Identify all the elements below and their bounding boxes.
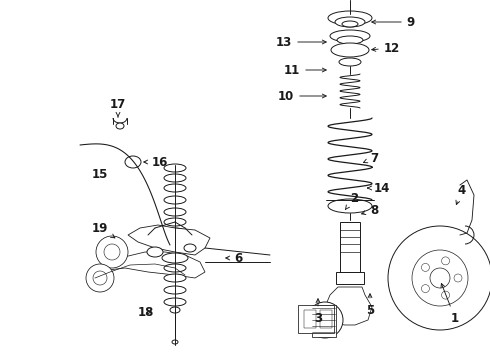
- Ellipse shape: [116, 123, 124, 129]
- Ellipse shape: [328, 199, 372, 213]
- Ellipse shape: [330, 30, 370, 42]
- Bar: [312, 305, 336, 337]
- Ellipse shape: [170, 307, 180, 313]
- Polygon shape: [105, 252, 205, 278]
- Bar: [340, 222, 360, 272]
- Circle shape: [454, 274, 462, 282]
- Circle shape: [421, 264, 429, 271]
- Ellipse shape: [164, 298, 186, 306]
- Text: 11: 11: [284, 63, 326, 77]
- Text: 6: 6: [226, 252, 242, 265]
- Ellipse shape: [164, 196, 186, 204]
- Bar: [320, 310, 332, 328]
- Text: 18: 18: [138, 306, 154, 319]
- Text: 3: 3: [314, 299, 322, 324]
- Ellipse shape: [164, 274, 186, 282]
- Ellipse shape: [164, 164, 186, 172]
- Ellipse shape: [164, 174, 186, 182]
- Ellipse shape: [328, 11, 372, 25]
- Ellipse shape: [162, 253, 188, 263]
- Bar: [298, 305, 334, 333]
- Circle shape: [104, 244, 120, 260]
- Circle shape: [86, 264, 114, 292]
- Bar: [304, 310, 316, 328]
- Ellipse shape: [164, 264, 186, 272]
- Text: 14: 14: [368, 181, 390, 194]
- Text: 19: 19: [92, 221, 115, 238]
- Polygon shape: [128, 225, 210, 255]
- Text: 7: 7: [364, 152, 378, 165]
- Text: 15: 15: [92, 168, 108, 181]
- Text: 8: 8: [362, 203, 378, 216]
- Ellipse shape: [164, 228, 186, 236]
- Circle shape: [430, 268, 450, 288]
- Ellipse shape: [147, 247, 163, 257]
- Polygon shape: [325, 287, 372, 325]
- Text: 12: 12: [372, 41, 400, 54]
- Ellipse shape: [307, 302, 343, 338]
- Ellipse shape: [125, 156, 141, 168]
- Text: 2: 2: [345, 192, 358, 210]
- Text: 10: 10: [278, 90, 326, 103]
- Ellipse shape: [337, 36, 363, 44]
- Bar: [336, 272, 364, 284]
- Ellipse shape: [184, 244, 196, 252]
- Ellipse shape: [164, 286, 186, 294]
- Ellipse shape: [342, 21, 358, 27]
- Text: 9: 9: [372, 15, 415, 28]
- Circle shape: [441, 291, 449, 299]
- Ellipse shape: [331, 43, 369, 57]
- Ellipse shape: [172, 340, 178, 344]
- Text: 4: 4: [456, 184, 466, 204]
- Text: 5: 5: [366, 294, 374, 316]
- Ellipse shape: [339, 58, 361, 66]
- Circle shape: [93, 271, 107, 285]
- Ellipse shape: [335, 17, 365, 27]
- Circle shape: [412, 250, 468, 306]
- Text: 16: 16: [144, 156, 168, 168]
- Text: 1: 1: [441, 284, 459, 324]
- Ellipse shape: [164, 184, 186, 192]
- Ellipse shape: [164, 218, 186, 226]
- Text: 13: 13: [276, 36, 326, 49]
- Circle shape: [96, 236, 128, 268]
- Ellipse shape: [164, 208, 186, 216]
- Circle shape: [421, 285, 429, 293]
- Circle shape: [441, 257, 449, 265]
- Text: 17: 17: [110, 99, 126, 117]
- Circle shape: [388, 226, 490, 330]
